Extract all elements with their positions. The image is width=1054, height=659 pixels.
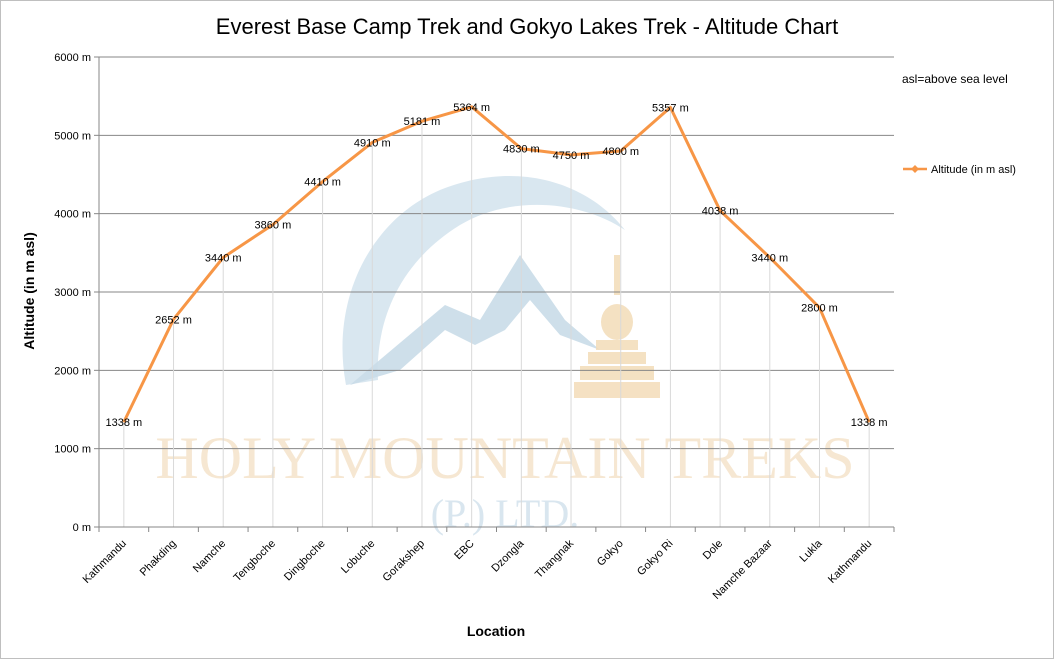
gridlines — [99, 56, 894, 527]
y-tick-label: 1000 m — [54, 444, 91, 456]
data-label: 1338 m — [105, 417, 142, 429]
legend-diamond-marker — [911, 165, 919, 173]
data-label: 4800 m — [602, 146, 639, 158]
x-tick-label: Lukla — [798, 537, 826, 565]
y-tick-label: 0 m — [73, 522, 91, 534]
x-tick-label: Gorakshep — [381, 538, 428, 585]
x-tick-label: Kathmandu — [826, 538, 874, 586]
x-tick-label: Dole — [701, 538, 725, 562]
legend: Altitude (in m asl) — [903, 164, 1016, 176]
data-label: 4910 m — [354, 137, 391, 149]
data-labels: 1338 m 2652 m 3440 m 3860 m 4410 m 4910 m 5181… — [105, 102, 887, 429]
legend-label: Altitude (in m asl) — [931, 164, 1016, 176]
data-label: 4750 m — [553, 150, 590, 162]
x-tick-label: EBC — [452, 538, 477, 563]
data-label: 4038 m — [702, 206, 739, 218]
axes — [94, 56, 895, 532]
altitude-series-line — [122, 105, 871, 423]
y-tick-label: 5000 m — [54, 130, 91, 142]
x-tick-label: Tengboche — [231, 538, 278, 585]
x-tick-label: Gokyo — [595, 538, 626, 569]
data-label: 1338 m — [851, 417, 888, 429]
data-label: 2800 m — [801, 303, 838, 315]
data-label: 2652 m — [155, 314, 192, 326]
watermark-logo: HOLY MOUNTAIN TREKS (P.) LTD. — [155, 176, 855, 536]
watermark-line2: (P.) LTD. — [431, 491, 580, 536]
x-tick-label: Phakding — [138, 538, 179, 579]
data-label: 3440 m — [751, 253, 788, 265]
data-label: 5364 m — [453, 102, 490, 114]
watermark-arc — [342, 176, 625, 385]
asl-note: asl=above sea level — [902, 72, 1008, 86]
data-label: 5181 m — [404, 116, 441, 128]
series-line — [122, 105, 871, 423]
x-tick-label: Thangnak — [533, 537, 576, 580]
data-label: 3440 m — [205, 253, 242, 265]
x-tick-label: Dzongla — [489, 537, 527, 575]
watermark-stupa — [574, 255, 660, 398]
watermark-mountain — [350, 255, 600, 385]
y-tick-label: 4000 m — [54, 209, 91, 221]
data-label: 4410 m — [304, 177, 341, 189]
watermark-line1: HOLY MOUNTAIN TREKS — [155, 425, 854, 491]
y-tick-label: 6000 m — [54, 52, 91, 64]
x-tick-label: Dingboche — [282, 538, 328, 584]
data-label: 4830 m — [503, 144, 540, 156]
x-axis-title: Location — [467, 623, 525, 639]
y-tick-label: 2000 m — [54, 365, 91, 377]
x-tick-label: Namche — [191, 538, 228, 575]
y-axis-title: Altitude (in m asl) — [21, 232, 37, 349]
data-label: 5357 m — [652, 102, 689, 114]
y-tick-labels: 0 m 1000 m 2000 m 3000 m 4000 m 5000 m 6000 m — [54, 52, 91, 534]
x-tick-label: Kathmandu — [81, 538, 129, 586]
x-tick-label: Lobuche — [339, 538, 377, 576]
x-tick-labels: Kathmandu Phakding Namche Tengboche Dingboch… — [81, 537, 875, 602]
x-tick-label: Gokyo Ri — [635, 538, 675, 578]
chart-title: Everest Base Camp Trek and Gokyo Lakes T… — [216, 14, 838, 39]
data-label: 3860 m — [255, 220, 292, 232]
y-tick-label: 3000 m — [54, 287, 91, 299]
